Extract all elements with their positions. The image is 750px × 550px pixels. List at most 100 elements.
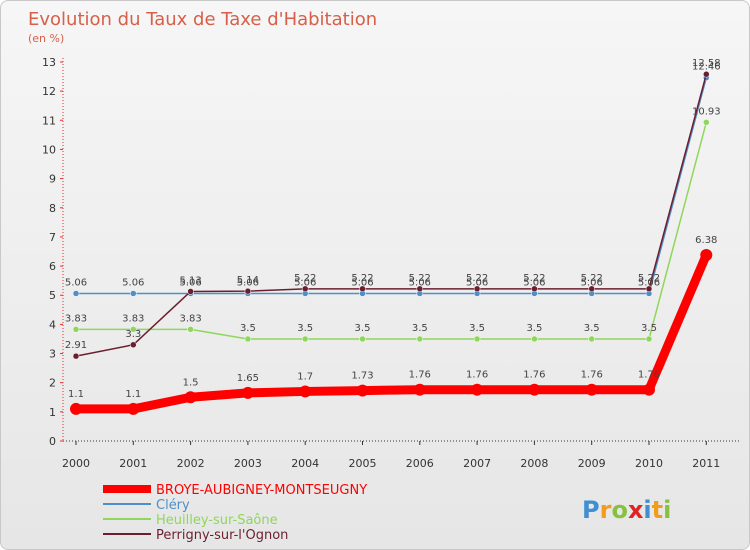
y-tick-label: 4 (49, 318, 56, 331)
legend-label: Perrigny-sur-l'Ognon (156, 528, 288, 543)
chart-subtitle: (en %) (28, 32, 64, 45)
data-point (241, 386, 254, 399)
data-label: 1.65 (237, 373, 259, 384)
data-point (528, 383, 541, 396)
data-point (72, 352, 80, 360)
data-label: 1.73 (351, 371, 373, 382)
data-label: 5.06 (523, 277, 545, 288)
x-tick-label: 2008 (520, 457, 548, 470)
series-line (75, 121, 708, 340)
data-label: 5.06 (237, 277, 259, 288)
legend: BROYE-AUBIGNEY-MONTSEUGNYCléryHeuilley-s… (103, 483, 367, 543)
data-label: 3.83 (65, 313, 87, 324)
x-tick-label: 2000 (62, 457, 90, 470)
data-label: 10.93 (692, 106, 721, 117)
y-tick-label: 9 (49, 173, 56, 186)
x-tick-label: 2001 (119, 457, 147, 470)
x-tick-label: 2006 (406, 457, 434, 470)
proxiti-logo: Proxiti (582, 496, 671, 524)
data-point (531, 335, 538, 343)
y-tick-label: 13 (42, 56, 56, 69)
data-point (301, 335, 309, 343)
x-tick-label: 2010 (635, 457, 663, 470)
data-point (244, 287, 252, 295)
data-label: 5.22 (581, 273, 603, 284)
data-point (703, 119, 710, 126)
data-point (130, 341, 137, 349)
y-tick-label: 5 (49, 289, 56, 302)
data-point (416, 285, 424, 293)
data-label: 5.13 (179, 275, 201, 286)
x-tick-label: 2009 (578, 457, 606, 470)
data-point (244, 335, 252, 343)
data-label: 6.38 (695, 235, 717, 246)
data-label: 3.83 (122, 313, 144, 324)
data-label: 3.5 (469, 323, 485, 334)
y-tick-label: 3 (49, 348, 56, 361)
series-line (75, 76, 708, 295)
data-point (70, 402, 82, 415)
data-label: 5.06 (638, 277, 660, 288)
data-label: 1.76 (638, 370, 660, 381)
y-tick-label: 11 (42, 114, 56, 127)
data-label: 5.22 (351, 273, 373, 284)
data-label: 3.5 (526, 323, 542, 334)
legend-label: Heuilley-sur-Saône (156, 513, 278, 528)
x-tick-label: 2002 (177, 457, 205, 470)
data-label: 3.5 (641, 323, 657, 334)
data-point (359, 285, 366, 293)
data-label: 1.76 (409, 370, 431, 381)
legend-label: Cléry (156, 498, 190, 513)
y-tick-label: 0 (49, 435, 56, 448)
series-lines (70, 70, 713, 415)
data-point (416, 335, 424, 343)
data-point (585, 383, 598, 396)
data-point (72, 326, 80, 333)
y-tick-label: 12 (42, 85, 56, 98)
data-label: 3.5 (355, 323, 371, 334)
data-label: 1.76 (581, 370, 603, 381)
data-label: 5.06 (409, 277, 431, 288)
data-point (588, 285, 595, 293)
y-tick-label: 8 (49, 202, 56, 215)
data-point (187, 288, 194, 295)
data-labels: 1.1 1.1 1.5 1.65 1.7 1.73 1.76 1.76 1.76 1.76 1.76… (65, 58, 721, 400)
data-label: 1.1 (125, 389, 141, 400)
data-label: 5.06 (294, 277, 316, 288)
data-label: 3.5 (412, 323, 428, 334)
y-tick-label: 1 (49, 406, 56, 419)
data-point (127, 402, 140, 415)
data-label: 5.06 (122, 277, 144, 288)
series-line-main (71, 250, 711, 414)
data-point (130, 326, 137, 333)
data-point (130, 290, 137, 297)
x-tick-label: 2005 (349, 457, 377, 470)
data-point (703, 70, 710, 78)
y-tick-label: 6 (49, 260, 56, 273)
data-point (471, 383, 484, 396)
data-point (700, 248, 713, 261)
data-label: 3.83 (179, 313, 201, 324)
data-label: 3.5 (297, 323, 313, 334)
data-label: 5.22 (466, 273, 488, 284)
data-label: 1.1 (68, 389, 84, 400)
data-label: 5.22 (409, 273, 431, 284)
data-label: 5.06 (466, 277, 488, 288)
data-label: 1.5 (183, 377, 199, 388)
data-label: 5.06 (179, 277, 201, 288)
data-label: 2.91 (65, 340, 87, 351)
y-tick-label: 7 (49, 231, 56, 244)
data-label: 3.5 (240, 323, 256, 334)
data-label: 1.7 (297, 371, 313, 382)
chart-title: Evolution du Taux de Taxe d'Habitation (28, 9, 377, 30)
data-label: 5.22 (638, 273, 660, 284)
data-point (643, 383, 655, 396)
data-point (473, 335, 481, 343)
x-tick-label: 2011 (692, 457, 720, 470)
data-label: 12.46 (692, 62, 721, 73)
data-label: 5.06 (351, 277, 373, 288)
x-tick-label: 2003 (234, 457, 262, 470)
legend-label: BROYE-AUBIGNEY-MONTSEUGNY (156, 483, 367, 498)
